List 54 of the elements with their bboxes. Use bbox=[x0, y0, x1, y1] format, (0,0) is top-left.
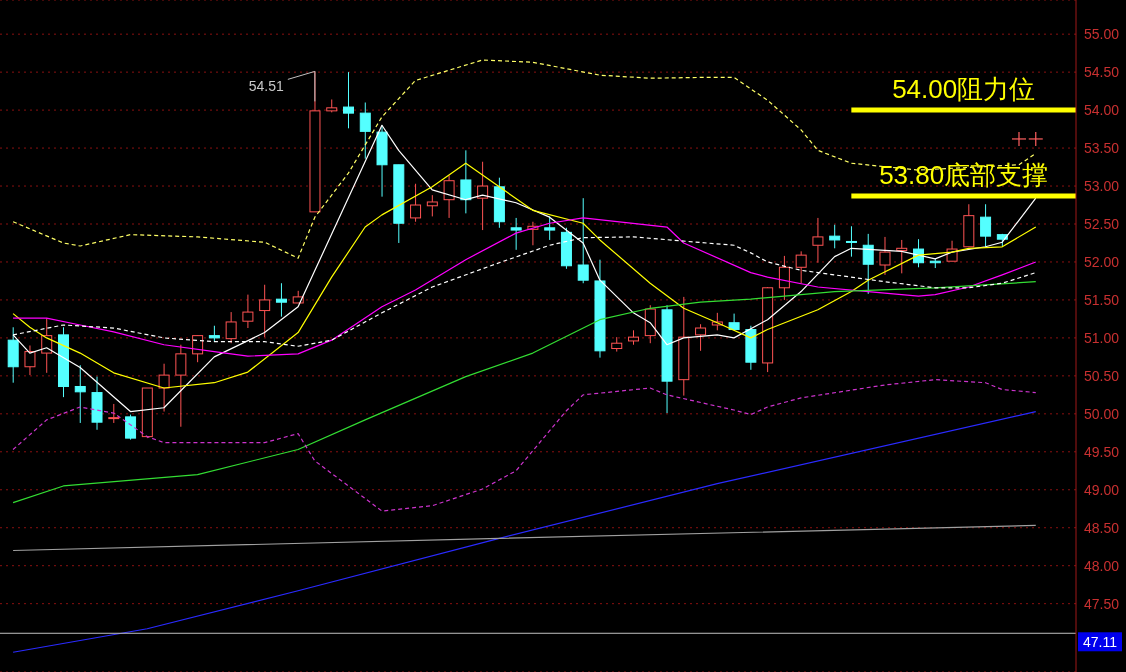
y-tick-label: 50.00 bbox=[1084, 405, 1120, 422]
y-tick-label: 52.50 bbox=[1084, 215, 1120, 232]
candlestick bbox=[24, 344, 36, 376]
y-tick-label: 49.50 bbox=[1084, 443, 1120, 460]
candlestick bbox=[125, 414, 137, 441]
y-tick-label: 47.50 bbox=[1084, 595, 1120, 612]
candlestick bbox=[544, 215, 556, 241]
candlestick bbox=[778, 255, 790, 301]
candlestick bbox=[510, 217, 522, 251]
candlestick bbox=[845, 225, 857, 258]
y-tick-label: 53.00 bbox=[1084, 178, 1120, 194]
candlestick bbox=[225, 311, 237, 344]
candlestick bbox=[812, 217, 824, 264]
y-tick-label: 51.50 bbox=[1084, 291, 1120, 308]
line-series bbox=[12, 379, 1037, 512]
y-tick-label: 50.50 bbox=[1084, 367, 1120, 384]
candlestick bbox=[426, 194, 438, 217]
y-tick-label: 54.50 bbox=[1084, 64, 1120, 81]
candlestick bbox=[410, 183, 422, 223]
ref-line-label: 47.11 bbox=[1083, 634, 1118, 651]
candlestick bbox=[795, 250, 807, 284]
ref-line-label: 53.80底部支撑 bbox=[879, 159, 1049, 190]
candlestick bbox=[460, 149, 472, 214]
candlestick bbox=[108, 403, 120, 424]
candlestick bbox=[343, 71, 354, 129]
candlestick bbox=[158, 363, 170, 413]
candlestick bbox=[74, 364, 86, 424]
candlestick bbox=[577, 197, 589, 284]
candlestick bbox=[443, 174, 455, 219]
candlestick bbox=[242, 294, 254, 329]
annotation: 54.51 bbox=[248, 78, 285, 95]
candlestick bbox=[695, 323, 707, 352]
candlestick bbox=[862, 233, 874, 295]
y-tick-label: 52.00 bbox=[1084, 253, 1120, 270]
candlestick bbox=[879, 236, 891, 276]
y-tick-label: 53.50 bbox=[1084, 140, 1120, 157]
candlestick bbox=[259, 284, 271, 338]
line-series bbox=[12, 281, 1037, 504]
y-tick-label: 55.00 bbox=[1084, 26, 1120, 43]
candlestick bbox=[728, 313, 740, 331]
ref-line-label: 54.00阻力位 bbox=[892, 74, 1036, 105]
y-tick-label: 48.50 bbox=[1084, 519, 1120, 536]
line-series bbox=[12, 410, 1037, 653]
candlestick bbox=[275, 282, 287, 318]
y-tick-label: 51.00 bbox=[1084, 329, 1120, 346]
line-series bbox=[12, 217, 1037, 357]
y-tick-label: 49.00 bbox=[1084, 481, 1120, 498]
y-tick-label: 48.00 bbox=[1084, 557, 1120, 574]
candlestick bbox=[829, 224, 841, 249]
candlestick bbox=[980, 203, 992, 248]
candlestick bbox=[175, 344, 187, 428]
y-tick-label: 54.00 bbox=[1084, 102, 1120, 119]
candlestick bbox=[359, 102, 371, 160]
candlestick bbox=[477, 161, 489, 231]
